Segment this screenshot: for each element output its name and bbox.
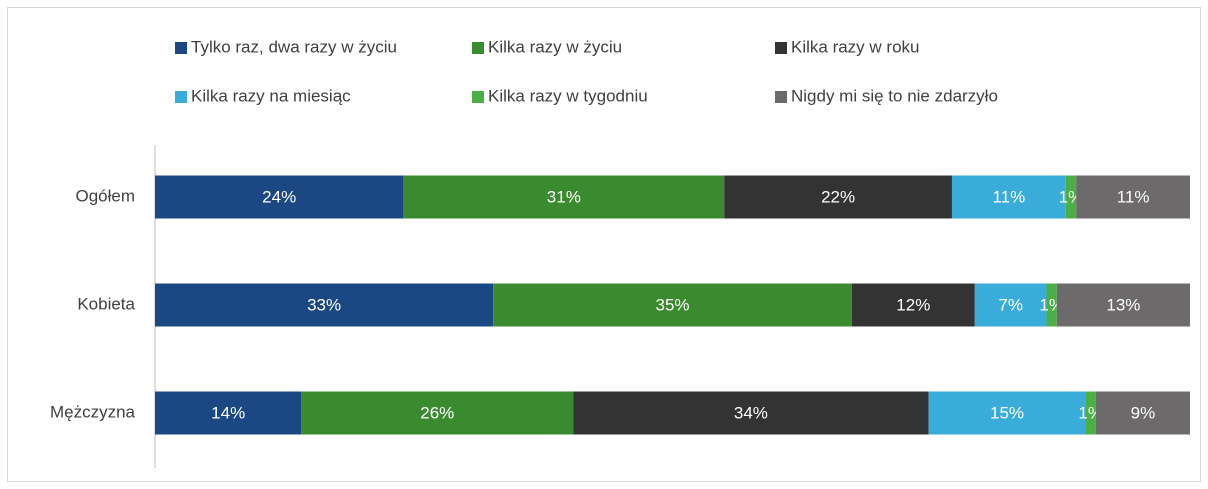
data-label: 31% (547, 187, 581, 206)
legend-label: Kilka razy w roku (791, 37, 919, 56)
legend-swatch (175, 42, 187, 54)
data-label: 14% (211, 403, 245, 422)
bar-segment (155, 175, 404, 219)
y-tick-label: Ogółem (75, 186, 135, 205)
bar-segment (301, 391, 574, 435)
data-label: 12% (896, 295, 930, 314)
data-label: 26% (420, 403, 454, 422)
data-label: 33% (307, 295, 341, 314)
data-label: 11% (1117, 187, 1150, 206)
legend-swatch (775, 91, 787, 103)
bar-segment (573, 391, 929, 435)
data-label: 7% (998, 295, 1023, 314)
bar-segment (851, 283, 975, 327)
bar-segment (1056, 283, 1190, 327)
bar-segment (1065, 175, 1077, 219)
legend-label: Kilka razy w tygodniu (488, 86, 648, 105)
data-label: 11% (992, 187, 1025, 206)
bar-segment (155, 283, 494, 327)
bar-segment (1085, 391, 1096, 435)
data-label: 15% (990, 403, 1024, 422)
legend-swatch (472, 91, 484, 103)
bar-segment (951, 175, 1066, 219)
bar-segment (1046, 283, 1057, 327)
legend-label: Nigdy mi się to nie zdarzyło (791, 86, 998, 105)
bar-segment (1095, 391, 1190, 435)
data-label: 22% (821, 187, 855, 206)
y-tick-label: Mężczyzna (50, 402, 136, 421)
bar-segment (974, 283, 1047, 327)
bar-segment (493, 283, 852, 327)
bar-segment (403, 175, 725, 219)
bar-segment (928, 391, 1086, 435)
legend-label: Kilka razy na miesiąc (191, 86, 351, 105)
legend-swatch (775, 42, 787, 54)
bar-segment (1076, 175, 1190, 219)
legend-label: Kilka razy w życiu (488, 37, 622, 56)
legend-swatch (175, 91, 187, 103)
bar-segment (724, 175, 952, 219)
data-label: 34% (734, 403, 768, 422)
data-label: 9% (1131, 403, 1156, 422)
y-tick-label: Kobieta (77, 294, 135, 313)
bar-segment (155, 391, 302, 435)
legend-label: Tylko raz, dwa razy w życiu (191, 37, 397, 56)
data-label: 24% (262, 187, 296, 206)
legend-swatch (472, 42, 484, 54)
data-label: 35% (655, 295, 689, 314)
data-label: 13% (1106, 295, 1140, 314)
